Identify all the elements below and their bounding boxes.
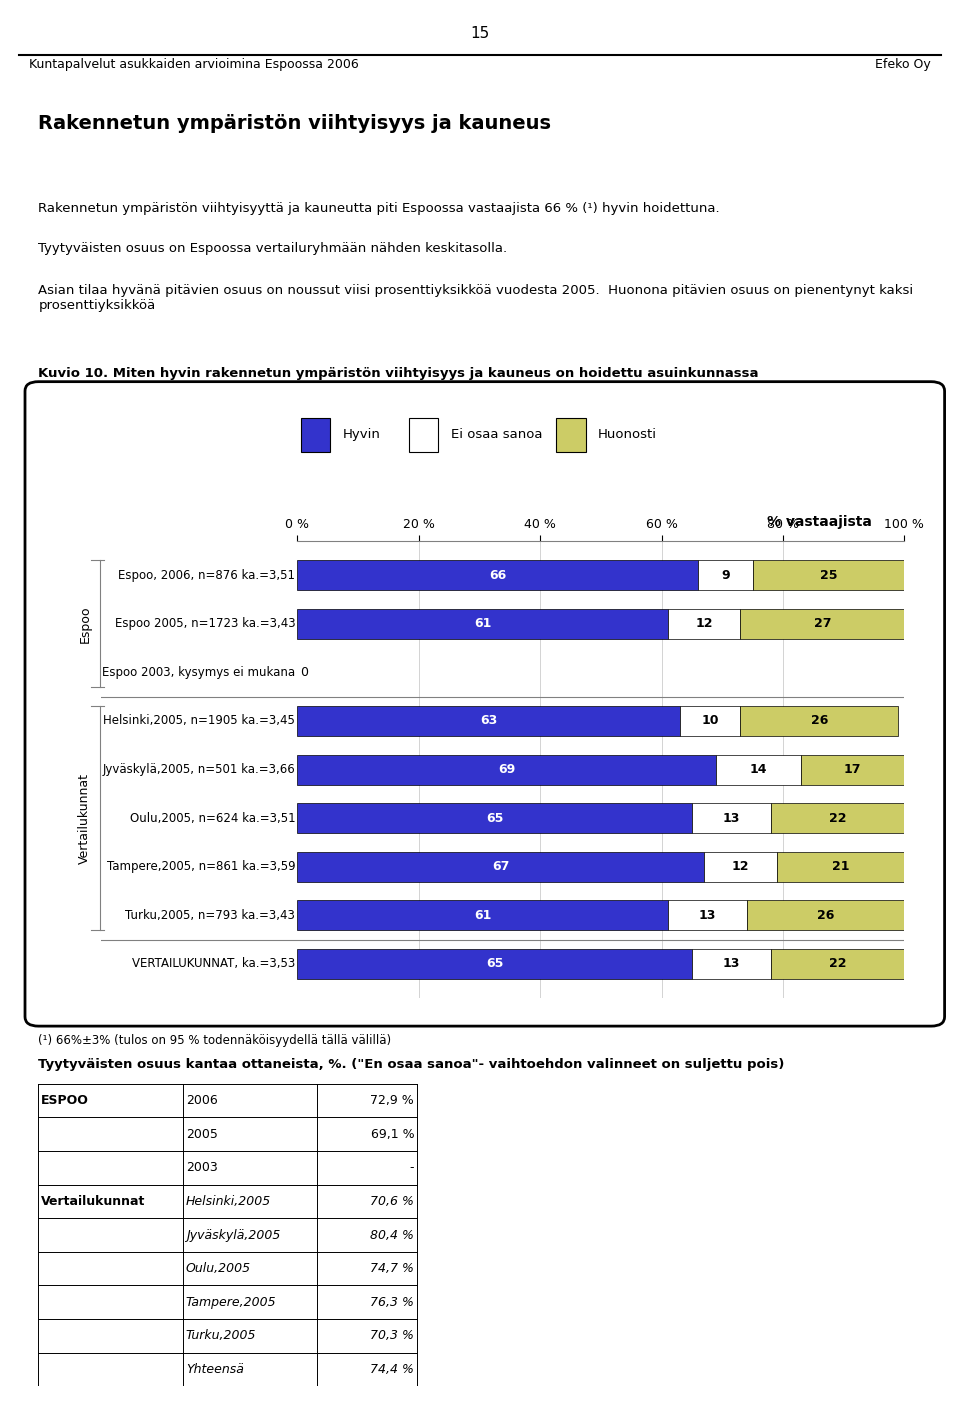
Text: Efeko Oy: Efeko Oy <box>876 58 931 71</box>
Text: Tyytyväisten osuus kantaa ottaneista, %. ("En osaa sanoa"- vaihtoehdon valinneet: Tyytyväisten osuus kantaa ottaneista, %.… <box>38 1058 784 1071</box>
Text: Helsinki,2005: Helsinki,2005 <box>186 1194 272 1207</box>
Text: 63: 63 <box>480 714 497 728</box>
Bar <box>409 418 439 452</box>
Bar <box>698 560 753 590</box>
Bar <box>802 755 904 785</box>
Text: Turku,2005, n=793 ka.=3,43: Turku,2005, n=793 ka.=3,43 <box>126 909 296 921</box>
Bar <box>556 418 586 452</box>
Text: Helsinki,2005, n=1905 ka.=3,45: Helsinki,2005, n=1905 ka.=3,45 <box>104 714 296 728</box>
Text: 67: 67 <box>492 860 510 873</box>
Text: Espoo 2003, kysymys ei mukana: Espoo 2003, kysymys ei mukana <box>102 665 296 678</box>
Bar <box>747 900 904 930</box>
Text: Kuvio 10. Miten hyvin rakennetun ympäristön viihtyisyys ja kauneus on hoidettu a: Kuvio 10. Miten hyvin rakennetun ympäris… <box>38 367 759 380</box>
Text: 12: 12 <box>695 617 713 630</box>
Bar <box>298 755 716 785</box>
Text: Jyväskylä,2005: Jyväskylä,2005 <box>186 1229 280 1241</box>
Text: 21: 21 <box>832 860 850 873</box>
Text: 2006: 2006 <box>186 1094 218 1106</box>
Text: 69: 69 <box>498 764 516 776</box>
Text: Tampere,2005, n=861 ka.=3,59: Tampere,2005, n=861 ka.=3,59 <box>107 860 296 873</box>
Text: 26: 26 <box>811 714 828 728</box>
Text: 0: 0 <box>300 665 308 678</box>
Text: Oulu,2005, n=624 ka.=3,51: Oulu,2005, n=624 ka.=3,51 <box>130 812 296 825</box>
Text: 25: 25 <box>820 569 837 582</box>
Text: 65: 65 <box>486 957 503 970</box>
Bar <box>716 755 802 785</box>
Text: Turku,2005: Turku,2005 <box>186 1330 256 1342</box>
Text: VERTAILUKUNNAT, ka.=3,53: VERTAILUKUNNAT, ka.=3,53 <box>132 957 296 970</box>
Text: ESPOO: ESPOO <box>41 1094 89 1106</box>
Bar <box>692 803 771 833</box>
Text: 22: 22 <box>828 957 847 970</box>
Text: 17: 17 <box>844 764 861 776</box>
Text: 74,7 %: 74,7 % <box>371 1263 415 1276</box>
Bar <box>298 609 667 638</box>
Text: 65: 65 <box>486 812 503 825</box>
Text: Kuntapalvelut asukkaiden arvioimina Espoossa 2006: Kuntapalvelut asukkaiden arvioimina Espo… <box>29 58 358 71</box>
Text: 22: 22 <box>828 812 847 825</box>
Text: Huonosti: Huonosti <box>598 428 657 441</box>
Text: Yhteensä: Yhteensä <box>186 1364 244 1376</box>
Bar <box>704 852 777 882</box>
Text: Asian tilaa hyvänä pitävien osuus on noussut viisi prosenttiyksikköä vuodesta 20: Asian tilaa hyvänä pitävien osuus on nou… <box>38 284 914 313</box>
Text: Vertailukunnat: Vertailukunnat <box>79 772 91 863</box>
Text: Tampere,2005: Tampere,2005 <box>186 1295 276 1308</box>
Text: Rakennetun ympäristön viihtyisyyttä ja kauneutta piti Espoossa vastaajista 66 % : Rakennetun ympäristön viihtyisyyttä ja k… <box>38 202 720 215</box>
Text: Rakennetun ympäristön viihtyisyys ja kauneus: Rakennetun ympäristön viihtyisyys ja kau… <box>38 114 551 132</box>
FancyBboxPatch shape <box>25 381 945 1027</box>
Bar <box>298 560 698 590</box>
Text: 74,4 %: 74,4 % <box>371 1364 415 1376</box>
Bar <box>771 948 904 978</box>
Text: Ei osaa sanoa: Ei osaa sanoa <box>450 428 542 441</box>
Text: 10: 10 <box>702 714 719 728</box>
Text: Jyväskylä,2005, n=501 ka.=3,66: Jyväskylä,2005, n=501 ka.=3,66 <box>103 764 296 776</box>
Bar <box>753 560 904 590</box>
Bar <box>667 900 747 930</box>
Text: 61: 61 <box>474 909 492 921</box>
Text: 2003: 2003 <box>186 1162 218 1175</box>
Text: 9: 9 <box>721 569 730 582</box>
Bar <box>740 705 899 737</box>
Text: Espoo: Espoo <box>79 606 91 643</box>
Text: 15: 15 <box>470 26 490 41</box>
Text: Espoo 2005, n=1723 ka.=3,43: Espoo 2005, n=1723 ka.=3,43 <box>115 617 296 630</box>
Text: 70,3 %: 70,3 % <box>371 1330 415 1342</box>
Text: 66: 66 <box>489 569 506 582</box>
Bar <box>771 803 904 833</box>
Text: Vertailukunnat: Vertailukunnat <box>41 1194 146 1207</box>
Text: % vastaajista: % vastaajista <box>767 515 873 529</box>
Bar <box>680 705 740 737</box>
Text: Oulu,2005: Oulu,2005 <box>186 1263 252 1276</box>
Text: -: - <box>410 1162 415 1175</box>
Text: 61: 61 <box>474 617 492 630</box>
Text: (¹) 66%±3% (tulos on 95 % todennäköisyydellä tällä välillä): (¹) 66%±3% (tulos on 95 % todennäköisyyd… <box>38 1034 392 1047</box>
Text: 26: 26 <box>817 909 834 921</box>
Text: 72,9 %: 72,9 % <box>371 1094 415 1106</box>
Text: 12: 12 <box>732 860 749 873</box>
Bar <box>298 900 667 930</box>
Text: Hyvin: Hyvin <box>343 428 380 441</box>
Bar <box>298 705 680 737</box>
Text: Espoo, 2006, n=876 ka.=3,51: Espoo, 2006, n=876 ka.=3,51 <box>118 569 296 582</box>
Bar <box>692 948 771 978</box>
Bar <box>298 803 692 833</box>
Bar <box>777 852 904 882</box>
Text: 69,1 %: 69,1 % <box>371 1128 415 1140</box>
Text: 13: 13 <box>723 957 740 970</box>
Text: 14: 14 <box>750 764 767 776</box>
Text: 2005: 2005 <box>186 1128 218 1140</box>
Bar <box>298 948 692 978</box>
Text: 76,3 %: 76,3 % <box>371 1295 415 1308</box>
Text: 27: 27 <box>814 617 831 630</box>
Bar <box>667 609 740 638</box>
Text: 13: 13 <box>723 812 740 825</box>
Bar <box>300 418 330 452</box>
Text: 80,4 %: 80,4 % <box>371 1229 415 1241</box>
Text: Tyytyväisten osuus on Espoossa vertailuryhmään nähden keskitasolla.: Tyytyväisten osuus on Espoossa vertailur… <box>38 242 508 255</box>
Text: 13: 13 <box>699 909 716 921</box>
Bar <box>740 609 904 638</box>
Text: 70,6 %: 70,6 % <box>371 1194 415 1207</box>
Bar <box>298 852 704 882</box>
